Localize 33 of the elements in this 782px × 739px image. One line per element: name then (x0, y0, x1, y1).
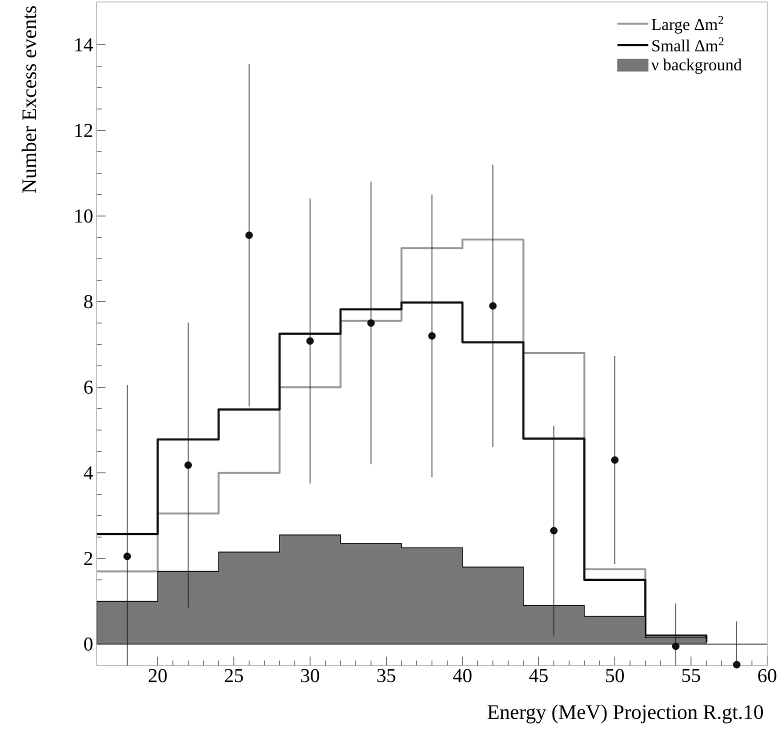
legend-label: Large Δm$^{2}$ (652, 16, 724, 34)
x-tick-label: 30 (301, 669, 320, 682)
x-tick-label: 50 (606, 669, 624, 682)
x-tick-label: 35 (377, 669, 396, 682)
point (184, 462, 192, 470)
y-tick-label: 10 (75, 210, 93, 223)
point (489, 302, 497, 310)
legend-label: Small Δm$^{2}$ (652, 38, 724, 52)
point (306, 337, 314, 345)
y-tick-label: 12 (75, 124, 92, 138)
point (245, 232, 253, 240)
point (123, 552, 131, 560)
x-tick-label: 55 (682, 669, 700, 682)
x-tick-label: 45 (529, 669, 548, 682)
x-tick-label: 60 (758, 669, 776, 682)
y-tick-label: 0 (84, 638, 93, 651)
y-tick-label: 6 (84, 380, 93, 394)
point (672, 642, 680, 650)
legend-label: ν background (651, 58, 742, 74)
y-tick-label: 14 (75, 38, 93, 52)
x-axis-title: Energy (MeV) Projection R.gt.10 (488, 704, 763, 724)
point (732, 661, 740, 669)
x-tick-label: 40 (452, 669, 472, 682)
y-axis-title: Number Excess events (22, 6, 36, 194)
point (550, 527, 558, 535)
y-tick-label: 2 (84, 552, 92, 566)
point (611, 456, 619, 464)
y-tick-label: 8 (84, 295, 93, 308)
point (367, 319, 375, 327)
x-tick-label: 25 (224, 669, 243, 682)
x-tick-label: 20 (148, 669, 167, 682)
point (428, 332, 436, 340)
y-tick-label: 4 (84, 466, 93, 480)
